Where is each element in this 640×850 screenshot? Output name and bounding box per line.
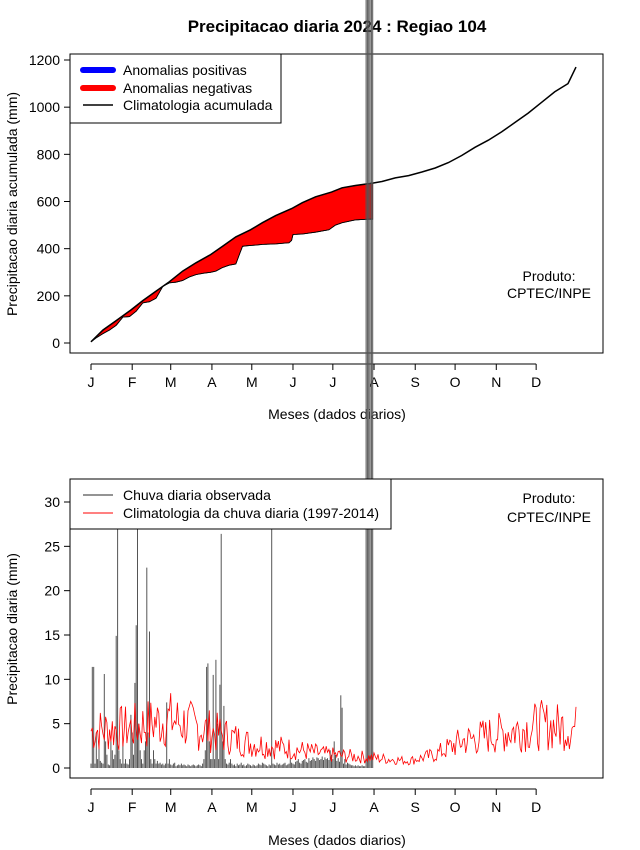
top-xlabel: Meses (dados diarios) — [268, 406, 406, 422]
bottom-y-tick-label: 30 — [44, 494, 60, 510]
top-ylabel: Precipitacao diaria acumulada (mm) — [4, 92, 20, 316]
top-x-tick-label: M — [246, 374, 258, 390]
top-x-tick-label: O — [450, 374, 461, 390]
top-x-tick-label: F — [128, 374, 137, 390]
top-y-tick-label: 0 — [52, 335, 60, 351]
bottom-x-tick-label: A — [207, 799, 217, 815]
top-x-tick-label: S — [411, 374, 420, 390]
bottom-y-tick-label: 5 — [52, 716, 60, 732]
top-x-tick-label: J — [88, 374, 95, 390]
top-y-tick-label: 200 — [37, 288, 61, 304]
bottom-y-tick-label: 0 — [52, 760, 60, 776]
legend-label-climatology: Climatologia acumulada — [123, 97, 273, 113]
top-y-tick-label: 800 — [37, 146, 61, 162]
top-x-tick-label: J — [329, 374, 336, 390]
climatology-cumulative-line — [90, 66, 577, 343]
bottom-x-tick-label: O — [450, 799, 461, 815]
bottom-x-tick-label: F — [128, 799, 137, 815]
bottom-xlabel: Meses (dados diarios) — [268, 832, 406, 848]
bottom-x-tick-label: M — [246, 799, 258, 815]
bottom-x-tick-label: S — [411, 799, 420, 815]
bottom-legend-box — [69, 478, 392, 530]
legend-label-observed: Chuva diaria observada — [123, 487, 271, 503]
top-x-tick-label: N — [491, 374, 501, 390]
legend-label-negative: Anomalias negativas — [123, 80, 252, 96]
bottom-x-tick-label: D — [531, 799, 541, 815]
top-x-tick-label: J — [289, 374, 296, 390]
top-x-tick-label: D — [531, 374, 541, 390]
observed-cumulative-line — [90, 218, 373, 343]
bottom-panel: 0 5 10 15 20 25 30 J F M A M J J A S O N D Precipitacao di… — [4, 0, 604, 848]
bottom-x-tick-label: M — [165, 799, 177, 815]
bottom-product-source: CPTEC/INPE — [507, 509, 591, 525]
top-y-tick-label: 1200 — [29, 52, 60, 68]
bottom-x-tick-label: J — [329, 799, 336, 815]
bottom-y-tick-label: 25 — [44, 538, 60, 554]
bottom-y-tick-label: 10 — [44, 671, 60, 687]
bottom-x-tick-label: J — [289, 799, 296, 815]
top-axes: 0 200 400 600 800 1000 1200 J F M A M J J A S O N D — [29, 52, 541, 390]
top-plot-frame — [69, 53, 604, 354]
top-panel: 0 200 400 600 800 1000 1200 J F M A M J J A S O N D Precip… — [4, 52, 604, 422]
negative-anomaly-area — [90, 182, 374, 343]
chart-title: Precipitacao diaria 2024 : Regiao 104 — [188, 17, 487, 36]
bottom-ylabel: Precipitacao diaria (mm) — [4, 553, 20, 705]
top-y-tick-label: 600 — [37, 194, 61, 210]
top-x-tick-label: M — [165, 374, 177, 390]
bottom-x-tick-label: A — [369, 799, 379, 815]
top-product-source: CPTEC/INPE — [507, 285, 591, 301]
top-x-tick-label: A — [207, 374, 217, 390]
legend-label-positive: Anomalias positivas — [123, 62, 247, 78]
climatology-daily-line — [90, 693, 577, 766]
bottom-axes: 0 5 10 15 20 25 30 J F M A M J J A S O N D — [44, 494, 541, 815]
top-product-label: Produto: — [523, 268, 576, 284]
top-y-tick-label: 1000 — [29, 99, 60, 115]
bottom-data-marks — [90, 0, 577, 768]
bottom-legend: Chuva diaria observada Climatologia da c… — [69, 478, 392, 530]
legend-label-climatology-daily: Climatologia da chuva diaria (1997-2014) — [123, 505, 379, 521]
top-x-tick-label: A — [369, 374, 379, 390]
top-y-tick-label: 400 — [37, 241, 61, 257]
top-legend: Anomalias positivas Anomalias negativas … — [69, 53, 282, 124]
bottom-product-label: Produto: — [523, 490, 576, 506]
bottom-y-tick-label: 20 — [44, 583, 60, 599]
bottom-x-tick-label: J — [88, 799, 95, 815]
bottom-y-tick-label: 15 — [44, 627, 60, 643]
bottom-x-tick-label: N — [491, 799, 501, 815]
